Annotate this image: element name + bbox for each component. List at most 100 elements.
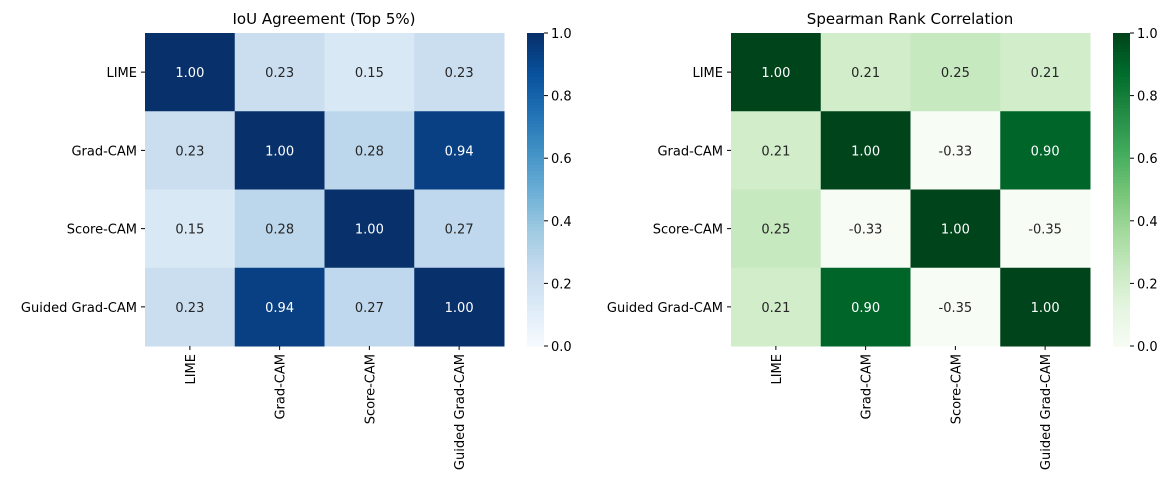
colorbar-segment (527, 264, 544, 269)
colorbar-segment (1113, 289, 1130, 294)
colorbar-segment (1113, 114, 1130, 119)
heatmap-cell (731, 189, 822, 269)
colorbar-segment (527, 302, 544, 306)
colorbar-segment (527, 195, 544, 200)
colorbar-segment (1113, 89, 1130, 94)
colorbar-segment (1113, 180, 1130, 184)
colorbar-segment (1113, 198, 1130, 203)
colorbar-segment (1113, 86, 1130, 90)
colorbar-segment (1113, 211, 1130, 216)
cell-value-label: -0.35 (939, 301, 973, 316)
colorbar-segment (1113, 136, 1130, 141)
colorbar-segment (527, 308, 544, 313)
colorbar-segment (527, 239, 544, 244)
heatmap-cell (145, 111, 236, 190)
colorbar-segment (1113, 142, 1130, 147)
colorbar-segment (1113, 148, 1130, 153)
colorbar-segment (1113, 220, 1130, 225)
colorbar-segment (527, 223, 544, 228)
colorbar-segment (1113, 95, 1130, 100)
colorbar-segment (1113, 76, 1130, 81)
cell-value-label: 0.28 (265, 223, 294, 238)
cell-value-label: 0.94 (265, 301, 294, 316)
cell-value-label: 0.23 (265, 66, 294, 81)
colorbar-segment (527, 54, 544, 59)
colorbar-segment (527, 170, 544, 175)
colorbar-segment (1113, 42, 1130, 47)
heatmap-cell (145, 267, 236, 347)
heatmap-cell (324, 111, 415, 190)
cell-value-label: 0.23 (175, 301, 204, 316)
colorbar-segment (527, 180, 544, 184)
colorbar-segment (527, 230, 544, 234)
colorbar-segment (527, 148, 544, 153)
colorbar-segment (1113, 245, 1130, 250)
colorbar-segment (527, 327, 544, 331)
heatmap-cell (324, 189, 415, 269)
colorbar-segment (527, 283, 544, 288)
colorbar-segment (527, 117, 544, 122)
colorbar-segment (1113, 48, 1130, 53)
colorbar-segment (527, 192, 544, 197)
colorbar-segment (527, 120, 544, 125)
y-tick-label: Score-CAM (653, 223, 723, 238)
colorbar-segment (1113, 170, 1130, 175)
colorbar-segment (1113, 258, 1130, 263)
colorbar-segment (1113, 202, 1130, 206)
colorbar-segment (1113, 58, 1130, 62)
y-tick-label: Grad-CAM (657, 144, 723, 159)
colorbar-segment (527, 211, 544, 216)
colorbar-segment (527, 104, 544, 109)
colorbar-segment (527, 70, 544, 75)
colorbar-segment (527, 58, 544, 62)
colorbar-segment (1113, 98, 1130, 103)
colorbar-segment (1113, 239, 1130, 244)
x-tick-label: LIME (184, 354, 199, 385)
colorbar-segment (1113, 70, 1130, 75)
colorbar-segment (527, 252, 544, 256)
colorbar-segment (1113, 45, 1130, 50)
cell-value-label: 1.00 (265, 144, 294, 159)
colorbar-segment (1113, 67, 1130, 72)
cell-value-label: -0.33 (849, 223, 883, 238)
colorbar-segment (1113, 230, 1130, 234)
colorbar-segment (527, 101, 544, 106)
cell-value-label: 0.94 (445, 144, 474, 159)
colorbar-segment (527, 255, 544, 259)
colorbar-segment (1113, 120, 1130, 125)
colorbar-segment (1113, 214, 1130, 219)
colorbar-segment (1113, 33, 1130, 37)
colorbar-segment (1113, 192, 1130, 197)
colorbar-segment (527, 167, 544, 172)
colorbar-segment (1113, 173, 1130, 178)
cell-value-label: 1.00 (941, 223, 970, 238)
colorbar-segment (527, 183, 544, 187)
colorbar-tick-label: 0.8 (551, 90, 572, 105)
x-tick-label: Score-CAM (363, 354, 378, 424)
colorbar-segment (527, 164, 544, 169)
heatmap-cell (731, 33, 822, 112)
colorbar-segment (1113, 117, 1130, 122)
colorbar-segment (1113, 36, 1130, 40)
cell-value-label: 0.23 (175, 144, 204, 159)
colorbar-segment (527, 123, 544, 128)
heatmap-cell (731, 267, 822, 347)
colorbar-segment (527, 270, 544, 275)
colorbar-segment (1113, 208, 1130, 213)
chart-title: Spearman Rank Correlation (807, 10, 1013, 28)
colorbar-segment (1113, 195, 1130, 200)
colorbar-segment (527, 83, 544, 87)
cell-value-label: 1.00 (445, 301, 474, 316)
heatmap-cell (414, 189, 505, 269)
colorbar-segment (527, 217, 544, 222)
colorbar-segment (1113, 186, 1130, 191)
cell-value-label: 0.15 (355, 66, 384, 81)
colorbar-tick-label: 1.0 (1137, 27, 1158, 42)
x-tick-label: Score-CAM (949, 354, 964, 424)
colorbar-segment (527, 33, 544, 37)
colorbar-segment (1113, 261, 1130, 266)
colorbar-segment (1113, 189, 1130, 194)
colorbar-segment (527, 108, 544, 112)
heatmap-cell (234, 189, 325, 269)
heatmap-cell (414, 267, 505, 347)
